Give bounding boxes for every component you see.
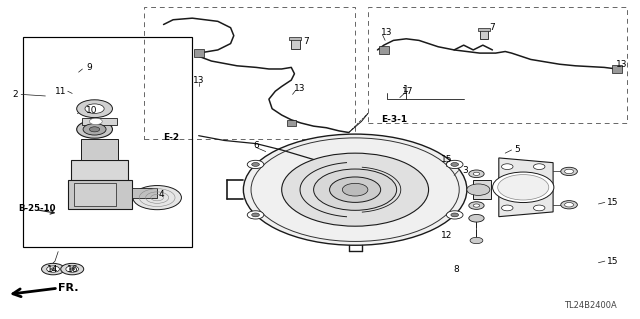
- Circle shape: [561, 167, 577, 175]
- Circle shape: [493, 172, 554, 203]
- Text: 16: 16: [67, 265, 78, 274]
- Text: E-2: E-2: [164, 132, 180, 142]
- Circle shape: [330, 177, 381, 202]
- Bar: [82, 118, 117, 125]
- Circle shape: [473, 204, 479, 207]
- Circle shape: [561, 201, 577, 209]
- Circle shape: [77, 121, 113, 138]
- Circle shape: [534, 164, 545, 169]
- Text: 8: 8: [453, 264, 459, 274]
- Polygon shape: [287, 120, 296, 126]
- Circle shape: [564, 203, 573, 207]
- Circle shape: [61, 263, 84, 275]
- Polygon shape: [499, 158, 553, 217]
- Polygon shape: [193, 49, 204, 57]
- Bar: [81, 139, 118, 160]
- Circle shape: [90, 118, 102, 124]
- Bar: [368, 7, 627, 123]
- Circle shape: [247, 211, 264, 219]
- Circle shape: [51, 268, 56, 270]
- Circle shape: [282, 153, 429, 226]
- Text: 6: 6: [253, 141, 259, 150]
- Text: 10: 10: [86, 106, 97, 115]
- Text: 14: 14: [47, 265, 59, 274]
- Circle shape: [470, 237, 483, 244]
- Polygon shape: [379, 46, 389, 54]
- Text: 9: 9: [86, 63, 92, 72]
- Circle shape: [77, 100, 113, 118]
- Bar: [68, 180, 132, 209]
- Circle shape: [473, 172, 479, 175]
- Circle shape: [468, 202, 484, 209]
- Circle shape: [502, 164, 513, 169]
- Circle shape: [451, 213, 458, 217]
- Text: FR.: FR.: [58, 283, 79, 293]
- Text: 12: 12: [441, 231, 452, 240]
- Bar: [473, 180, 491, 199]
- Circle shape: [446, 211, 463, 219]
- Circle shape: [314, 169, 397, 210]
- Text: 3: 3: [462, 166, 468, 175]
- Text: 7: 7: [303, 37, 309, 46]
- Bar: [74, 183, 116, 205]
- Circle shape: [498, 174, 548, 200]
- Circle shape: [90, 127, 100, 132]
- Circle shape: [468, 214, 484, 222]
- Circle shape: [247, 160, 264, 168]
- Text: 7: 7: [490, 23, 495, 32]
- Text: 2: 2: [12, 90, 17, 99]
- Bar: [71, 160, 129, 199]
- Circle shape: [502, 205, 513, 211]
- Circle shape: [66, 266, 79, 272]
- Circle shape: [534, 205, 545, 211]
- Bar: [145, 7, 355, 139]
- Circle shape: [446, 160, 463, 168]
- Bar: [132, 188, 157, 197]
- Text: 17: 17: [403, 87, 414, 96]
- Text: E-3-1: E-3-1: [381, 115, 407, 124]
- Circle shape: [243, 134, 467, 245]
- Circle shape: [467, 184, 490, 196]
- Text: 13: 13: [193, 76, 204, 85]
- Circle shape: [468, 170, 484, 178]
- Text: 15: 15: [607, 198, 618, 207]
- Circle shape: [564, 169, 573, 174]
- Text: 11: 11: [55, 87, 67, 96]
- Bar: [477, 28, 490, 31]
- Circle shape: [133, 186, 181, 210]
- Text: 4: 4: [159, 190, 164, 199]
- Text: 13: 13: [294, 84, 305, 93]
- Circle shape: [42, 263, 65, 275]
- Text: 13: 13: [616, 60, 627, 69]
- Circle shape: [85, 104, 104, 114]
- Circle shape: [451, 163, 458, 166]
- Circle shape: [83, 123, 106, 135]
- Polygon shape: [612, 65, 622, 73]
- Text: 15: 15: [441, 155, 452, 164]
- Text: B-25-10: B-25-10: [19, 204, 56, 213]
- Text: TL24B2400A: TL24B2400A: [564, 301, 617, 310]
- Circle shape: [47, 266, 60, 272]
- Text: 13: 13: [381, 28, 393, 37]
- Text: 1: 1: [403, 85, 409, 94]
- Bar: [289, 37, 301, 41]
- Text: 5: 5: [514, 145, 520, 154]
- Bar: [291, 39, 300, 49]
- Circle shape: [252, 213, 259, 217]
- Text: 15: 15: [607, 257, 618, 266]
- Circle shape: [252, 163, 259, 166]
- Circle shape: [70, 268, 75, 270]
- Bar: [23, 37, 192, 247]
- Bar: [479, 29, 488, 40]
- Circle shape: [342, 183, 368, 196]
